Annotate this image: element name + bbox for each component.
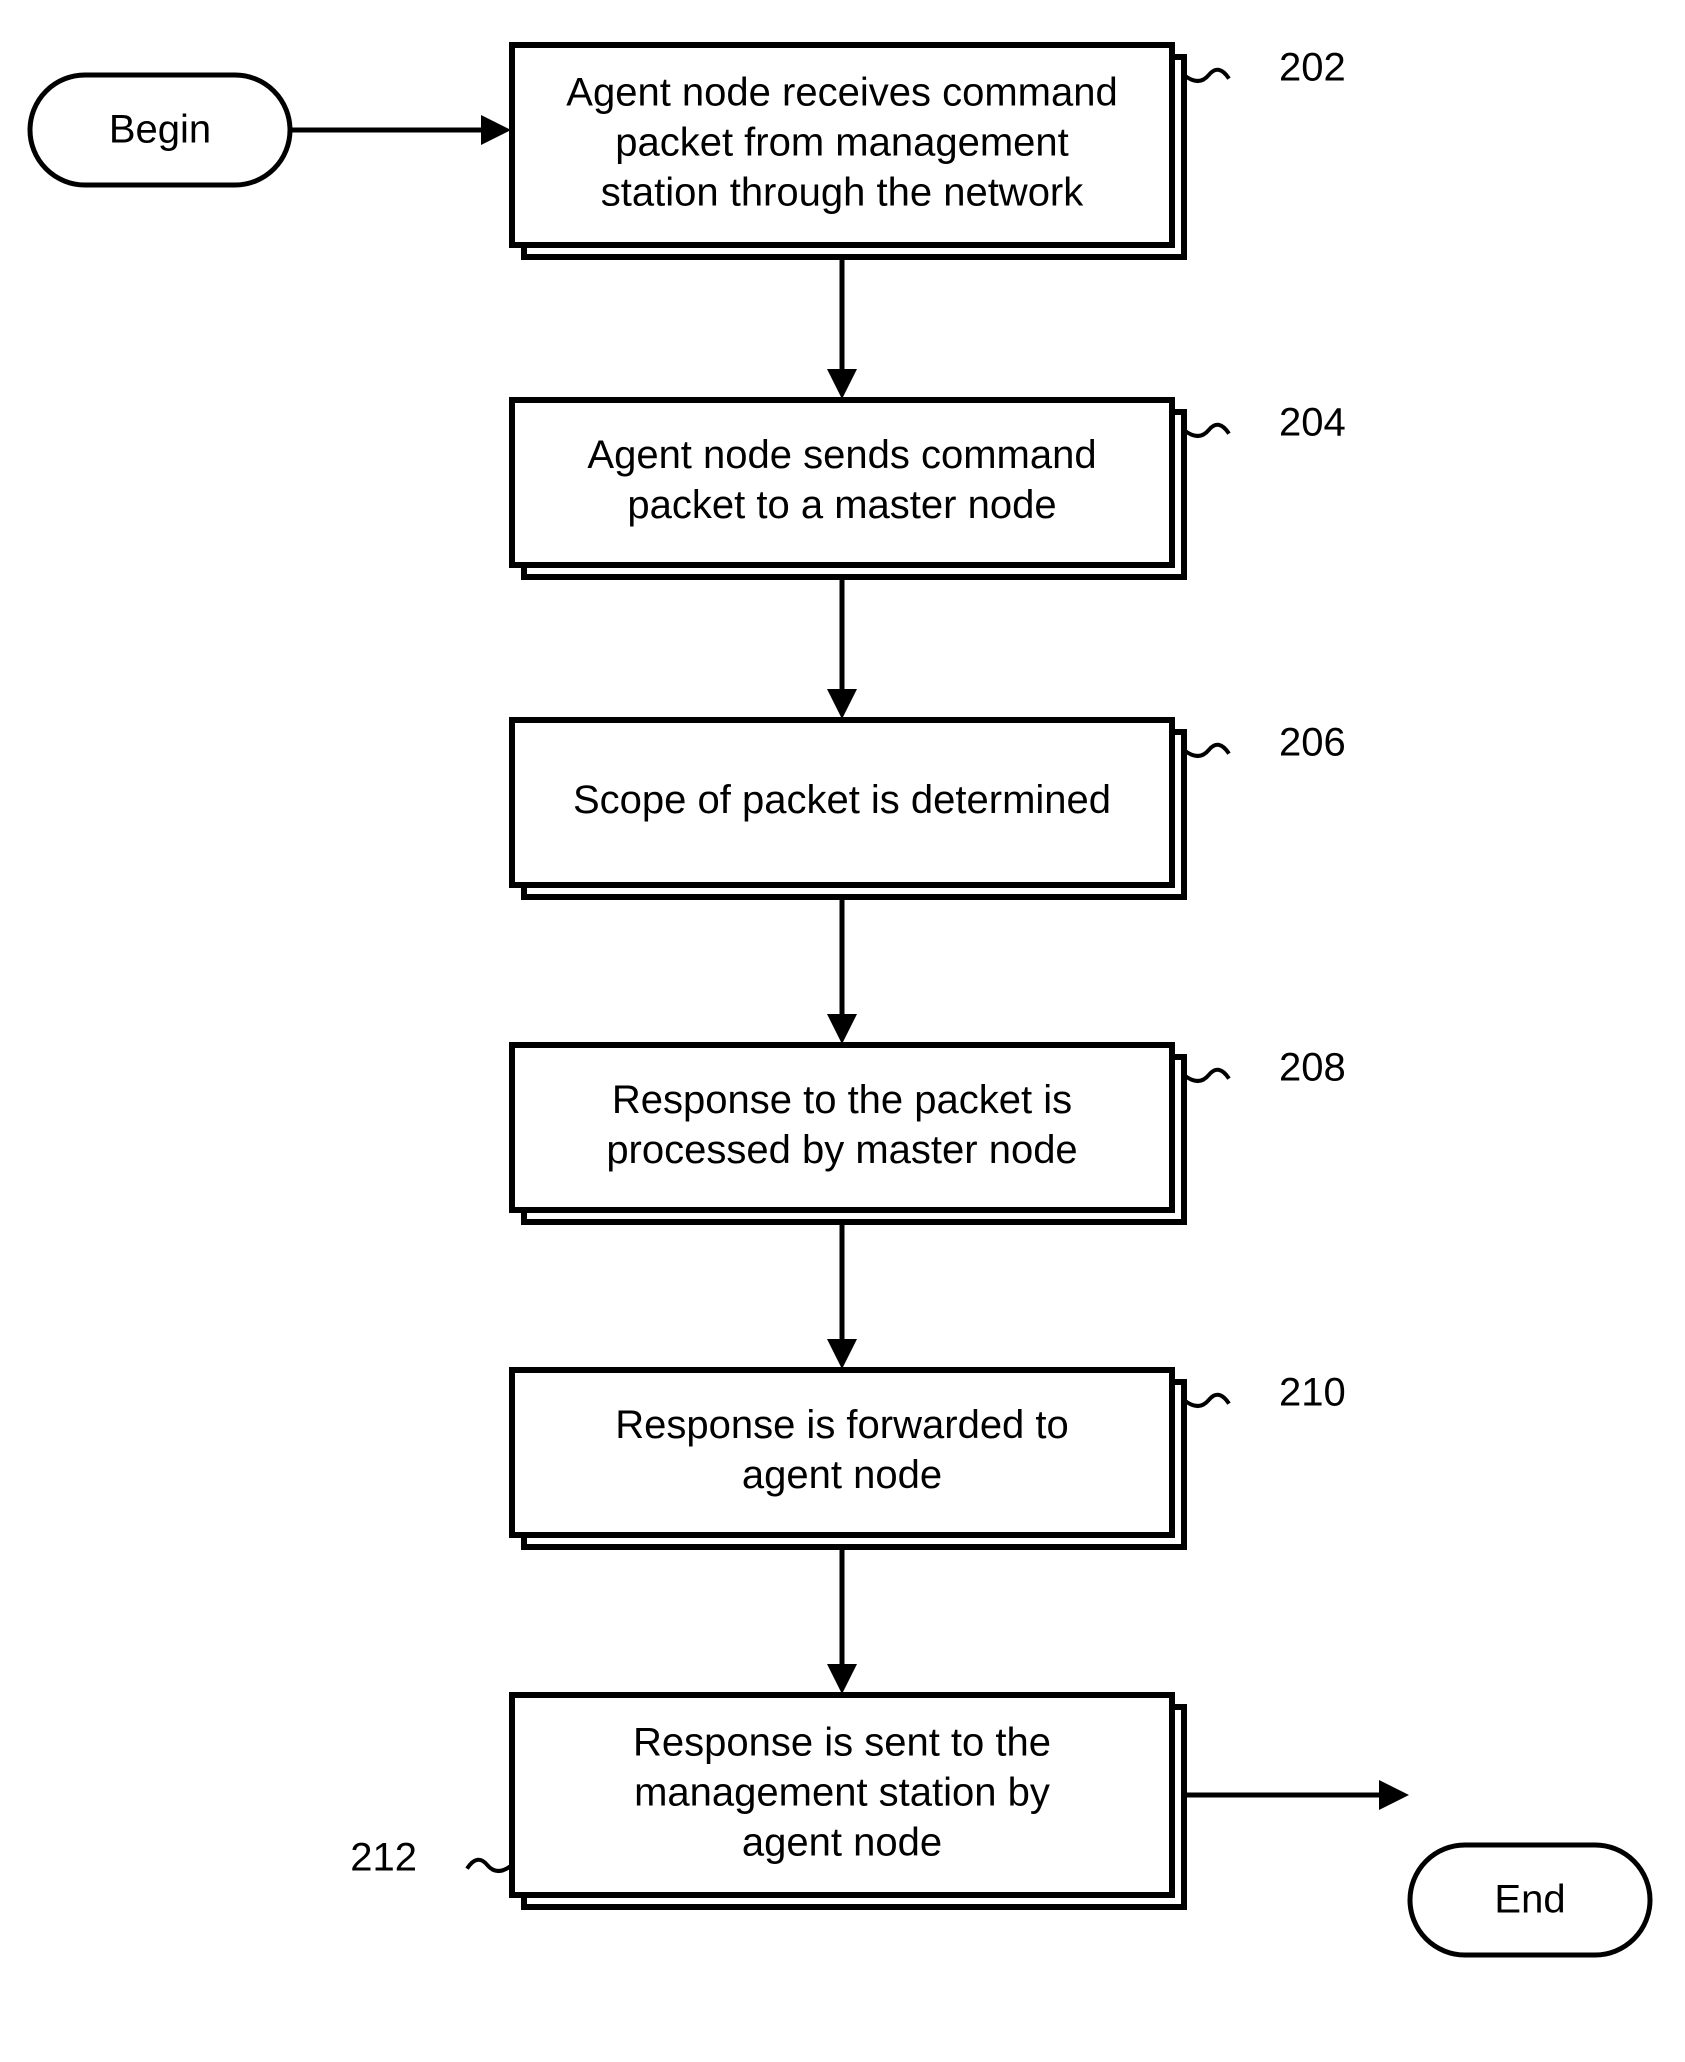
end-label: End — [1494, 1878, 1565, 1922]
step-202-line-0: Agent node receives command — [566, 71, 1117, 115]
step-208: Response to the packet is processed by ma… — [512, 1045, 1346, 1222]
step-202-line-1: packet from management — [615, 121, 1069, 165]
begin-terminal: Begin — [30, 75, 290, 185]
step-206-squiggle — [1184, 745, 1229, 756]
step-212-line-2: agent node — [742, 1821, 942, 1865]
step-204-line-0: Agent node sends command — [587, 433, 1096, 477]
step-210-ref: 210 — [1279, 1371, 1346, 1415]
step-204-squiggle — [1184, 425, 1229, 436]
step-212-squiggle — [467, 1860, 512, 1871]
step-206-line-0: Scope of packet is determined — [573, 778, 1111, 822]
step-212: Response is sent to the management statio… — [350, 1695, 1184, 1907]
step-204-ref: 204 — [1279, 401, 1346, 445]
end-terminal: End — [1410, 1845, 1650, 1955]
step-202-line-2: station through the network — [601, 171, 1085, 215]
step-210-squiggle — [1184, 1395, 1229, 1406]
step-204: Agent node sends command packet to a mast… — [512, 400, 1346, 577]
step-206: Scope of packet is determined 206 — [512, 720, 1346, 897]
step-208-line-0: Response to the packet is — [612, 1078, 1072, 1122]
begin-label: Begin — [109, 108, 211, 152]
step-208-line-1: processed by master node — [606, 1128, 1077, 1172]
step-210: Response is forwarded to agent node 210 — [512, 1370, 1346, 1547]
step-208-ref: 208 — [1279, 1046, 1346, 1090]
step-212-line-0: Response is sent to the — [633, 1721, 1051, 1765]
step-202-squiggle — [1184, 70, 1229, 81]
step-210-line-0: Response is forwarded to — [615, 1403, 1069, 1447]
step-202: Agent node receives command packet from m… — [512, 45, 1346, 257]
step-208-squiggle — [1184, 1070, 1229, 1081]
step-206-ref: 206 — [1279, 721, 1346, 765]
step-212-line-1: management station by — [634, 1771, 1050, 1815]
step-212-ref: 212 — [350, 1836, 417, 1880]
step-204-line-1: packet to a master node — [627, 483, 1056, 527]
step-210-line-1: agent node — [742, 1453, 942, 1497]
step-202-ref: 202 — [1279, 46, 1346, 90]
